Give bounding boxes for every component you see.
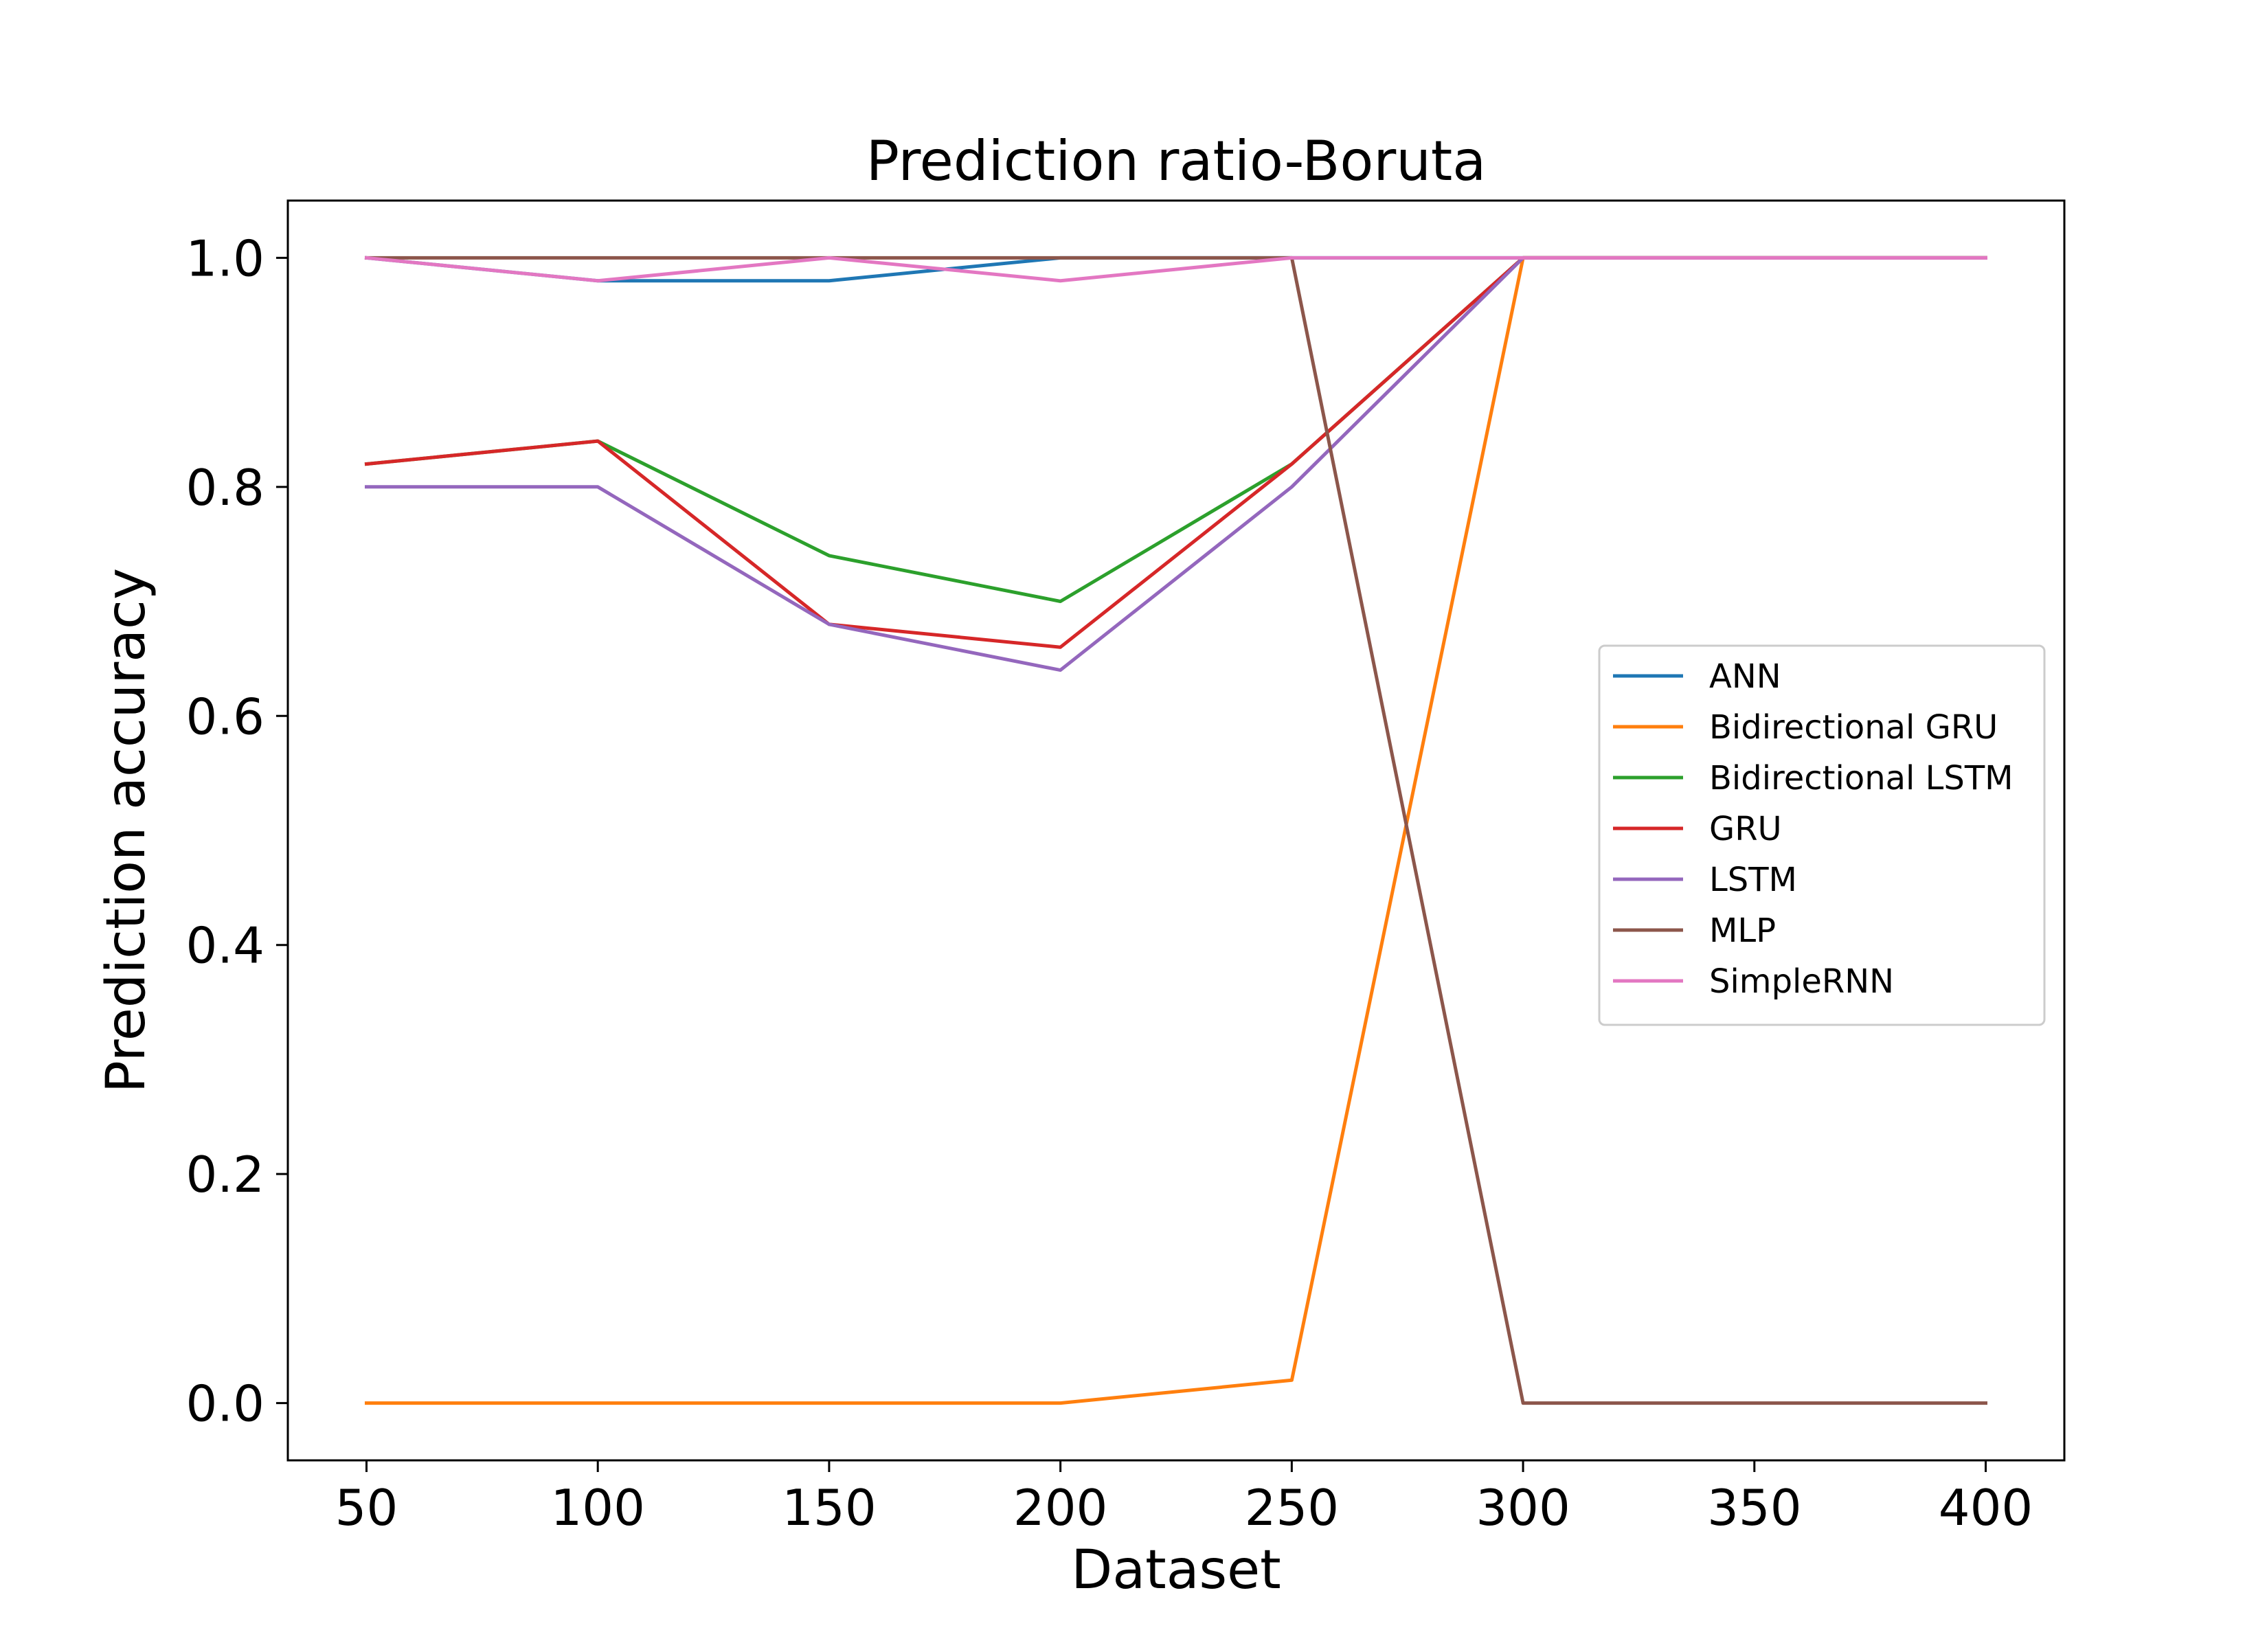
x-tick-label: 300 [1476,1479,1570,1537]
legend-label: LSTM [1709,861,1797,899]
legend-label: MLP [1709,912,1776,950]
x-tick-label: 100 [550,1479,644,1537]
y-tick-label: 0.6 [185,688,264,745]
y-tick-label: 0.4 [185,917,264,975]
series-layer [364,256,1987,1405]
series-line-simplernn [364,256,1987,283]
x-tick-label: 150 [782,1479,876,1537]
series-line-mlp [365,256,1987,1405]
legend-label: ANN [1709,657,1781,696]
y-tick-label: 0.2 [185,1146,264,1203]
y-tick-label: 1.0 [185,229,264,287]
legend-label: GRU [1709,810,1782,848]
legend-label: Bidirectional GRU [1709,708,1998,747]
x-tick-label: 50 [335,1479,398,1537]
legend-label: Bidirectional LSTM [1709,759,2014,797]
x-tick-label: 250 [1245,1479,1339,1537]
y-tick-label: 0.8 [185,459,264,517]
x-tick-label: 200 [1013,1479,1107,1537]
x-tick-label: 400 [1939,1479,2033,1537]
y-axis-label: Prediction accuracy [95,568,157,1093]
x-tick-label: 350 [1707,1479,1801,1537]
y-axis: 0.0 0.2 0.4 0.6 0.8 1.0 [185,229,288,1433]
y-tick-label: 0.0 [185,1375,264,1433]
chart-title: Prediction ratio-Boruta [866,129,1487,193]
legend: ANN Bidirectional GRU Bidirectional LSTM GR… [1598,644,2046,1026]
legend-box [1598,644,2046,1026]
x-axis-label: Dataset [1071,1539,1281,1601]
plot-frame [286,199,2066,1462]
x-axis: 50 100 150 200 250 300 350 400 [335,1460,2033,1537]
legend-label: SimpleRNN [1709,962,1894,1001]
